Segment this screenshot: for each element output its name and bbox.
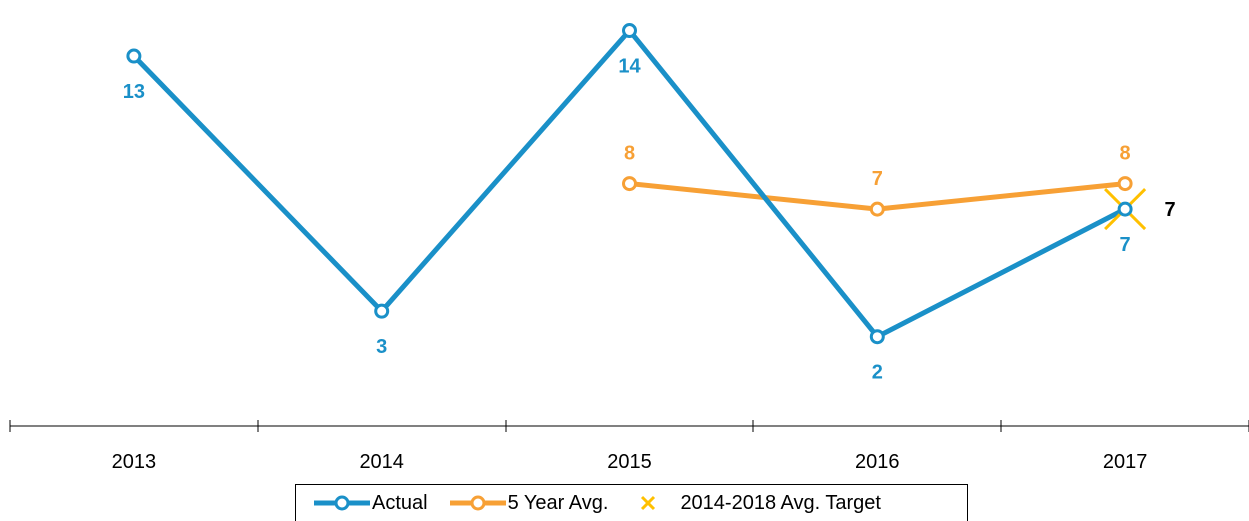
legend-item-5-year-avg: 5 Year Avg. (449, 491, 609, 515)
legend: Actual 5 Year Avg. 2014-2018 Avg. Target (295, 484, 968, 521)
legend-marker-target (641, 495, 656, 511)
data-label-target: 7 (1165, 199, 1176, 221)
legend-label-target: 2014-2018 Avg. Target (680, 491, 881, 514)
x-tick-label: 2013 (112, 451, 157, 473)
data-point-5-year-avg (622, 176, 637, 192)
legend-label-actual: Actual (372, 491, 428, 514)
data-point-actual (374, 303, 390, 319)
legend-item-target: 2014-2018 Avg. Target (630, 492, 881, 515)
data-label-5-year-avg: 8 (1120, 143, 1131, 165)
data-point-actual (126, 48, 142, 64)
data-point-actual (869, 329, 885, 345)
data-point-actual (622, 23, 637, 39)
data-label-5-year-avg: 8 (624, 143, 635, 165)
legend-item-actual: Actual (314, 492, 428, 515)
data-label-actual: 3 (376, 336, 387, 358)
line-chart: 2013 2014 2015 2016 2017 13 3 14 2 7 8 7 8 7 (9, 23, 1249, 473)
data-point-5-year-avg (869, 201, 885, 217)
data-label-actual: 7 (1120, 234, 1131, 256)
data-point-actual (1117, 201, 1133, 217)
data-label-actual: 13 (123, 81, 145, 103)
data-label-actual: 14 (618, 56, 641, 78)
x-tick-label: 2014 (359, 451, 404, 473)
data-label-5-year-avg: 7 (872, 168, 883, 190)
x-tick-label: 2016 (855, 451, 900, 473)
legend-label-5-year-avg: 5 Year Avg. (507, 491, 609, 514)
data-point-5-year-avg (1117, 176, 1133, 192)
legend-marker-actual (314, 495, 370, 511)
legend-marker-5-year-avg (449, 495, 506, 511)
x-tick-label: 2017 (1103, 451, 1148, 473)
x-tick-label: 2015 (607, 451, 652, 473)
data-label-actual: 2 (872, 362, 883, 384)
